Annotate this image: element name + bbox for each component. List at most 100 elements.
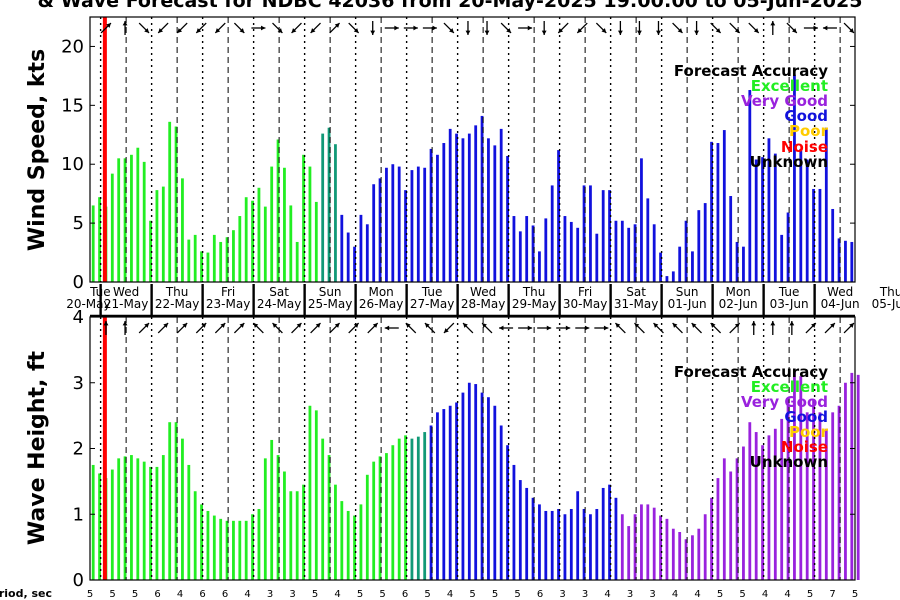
direction-arrow [500,22,512,34]
wind-bar [569,221,573,282]
direction-arrow [634,322,645,334]
wave-bar [678,532,682,580]
date-label: 31-May [614,297,658,311]
wave-bar [620,514,624,580]
wind-bar [652,224,656,282]
wave-bar [346,510,350,580]
wave-bar [576,491,580,580]
wave-bar [487,397,490,580]
wind-bar [193,234,197,282]
wave-bar [499,425,503,580]
wind-bar [130,154,133,282]
direction-arrow [751,321,757,335]
direction-arrow [176,22,188,34]
wind-bar [538,251,541,282]
direction-arrow [656,21,661,35]
wind-bar [576,227,580,282]
direction-arrow [405,322,417,334]
wind-bar [691,251,694,282]
wave-bar [538,504,541,580]
direction-arrow [233,22,245,34]
wave-bar [767,435,771,580]
direction-arrow [138,322,150,334]
wind-bar [123,158,127,282]
wave-bar [91,464,95,580]
y-tick-label: 1 [73,504,84,525]
wind-bar [850,241,854,282]
wave-bar [633,514,637,580]
direction-arrow [195,22,207,34]
direction-arrow [329,22,341,34]
direction-arrow [272,22,283,34]
wind-bar [525,216,529,282]
period-value: 6 [199,589,205,600]
direction-arrow [672,22,683,34]
period-value: 5 [739,589,745,600]
wind-bar [416,166,420,282]
direction-arrow [122,321,128,335]
day-of-week-label: Sun [676,285,699,299]
wave-bar [722,458,726,580]
wave-bar [531,497,535,580]
wind-bar [142,161,146,282]
wave-bar [110,469,114,580]
direction-arrow [251,25,266,31]
direction-arrow [443,322,455,334]
direction-arrow [100,22,112,34]
wind-bar [506,155,509,282]
wave-bar [117,458,121,580]
direction-arrow [843,22,855,34]
direction-arrow [637,21,642,35]
day-of-week-label: Tue [421,285,443,299]
direction-arrow [710,22,722,34]
wave-bar [136,458,140,580]
wind-legend: Forecast Accuracy Excellent Very Good Go… [674,62,829,171]
direction-arrow [653,322,664,334]
wind-bar [722,130,726,282]
direction-arrow [424,322,436,334]
y-tick-label: 4 [73,307,84,328]
wind-bar [283,167,286,282]
wind-bar [550,185,554,282]
wind-bar [397,166,401,282]
wave-bar [404,435,407,580]
direction-arrow [214,22,226,34]
wind-bar [595,233,599,282]
direction-arrow [594,325,609,331]
wind-bar [378,178,382,282]
wave-bar [314,410,318,580]
wave-bar [130,455,133,580]
wave-bar [850,372,854,580]
date-label: 03-Jun [770,297,809,311]
wind-legend-noise: Noise [781,138,828,156]
wind-bar [340,214,344,282]
direction-arrow [157,322,169,334]
wave-bar [365,474,369,580]
direction-arrow [770,321,776,335]
wave-bar [289,491,293,580]
period-value: 5 [87,589,93,600]
wind-bar [544,218,548,282]
direction-arrow [576,22,588,34]
direction-arrow [691,322,702,334]
wave-bar [206,510,210,580]
wave-bar [372,461,376,580]
wind-bar [200,251,203,282]
wind-bar [225,237,229,282]
date-label: 04-Jun [821,297,860,311]
wave-bar [512,464,516,580]
wave-bar [448,405,452,580]
wave-bar [276,455,280,580]
wave-legend-good: Good [784,408,828,426]
date-label: 26-May [359,297,403,311]
direction-arrow [233,322,245,334]
y-tick-label: 0 [73,570,84,591]
wave-bar [429,425,433,580]
period-value: 5 [717,589,723,600]
wave-bar [627,526,631,580]
wave-bar [557,508,560,580]
wind-bar [824,127,828,283]
wave-bar [589,514,592,580]
wave-bar [652,507,656,580]
day-of-week-label: Mon [368,285,393,299]
